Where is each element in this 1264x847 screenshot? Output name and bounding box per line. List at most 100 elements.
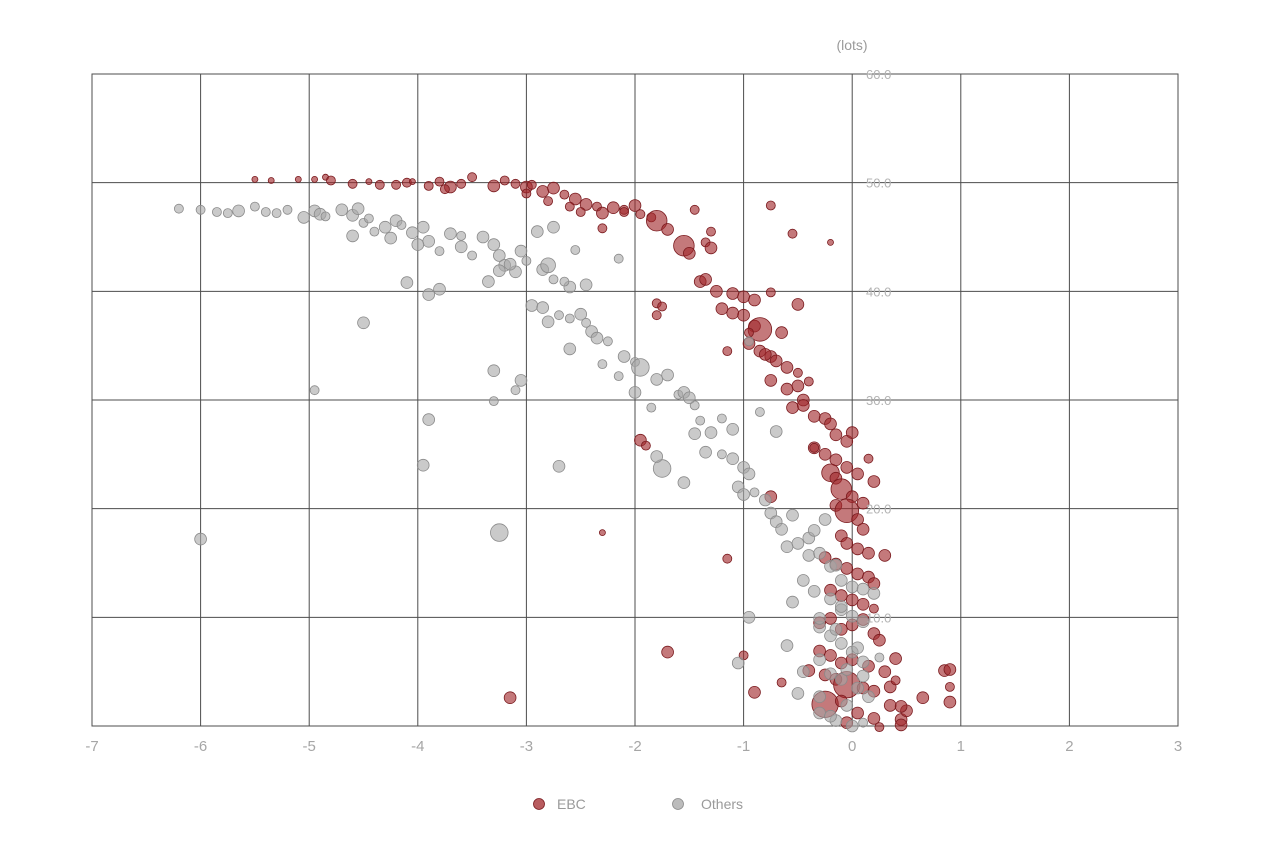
data-point[interactable] <box>467 172 478 183</box>
data-point[interactable] <box>869 603 879 614</box>
data-point[interactable] <box>851 706 864 720</box>
data-point[interactable] <box>851 567 864 581</box>
data-point[interactable] <box>476 230 490 244</box>
data-point[interactable] <box>271 208 282 219</box>
data-point[interactable] <box>845 609 859 623</box>
data-point[interactable] <box>547 220 560 234</box>
data-point[interactable] <box>796 574 810 587</box>
data-point[interactable] <box>803 376 814 387</box>
data-point[interactable] <box>661 223 674 236</box>
data-point[interactable] <box>776 677 787 688</box>
data-point[interactable] <box>862 690 875 703</box>
data-point[interactable] <box>195 204 206 215</box>
data-point[interactable] <box>503 691 517 704</box>
data-point[interactable] <box>769 425 783 438</box>
data-point[interactable] <box>467 250 478 261</box>
data-point[interactable] <box>688 427 701 441</box>
data-point[interactable] <box>661 645 674 659</box>
data-point[interactable] <box>726 306 739 320</box>
data-point[interactable] <box>791 298 805 311</box>
data-point[interactable] <box>369 226 380 237</box>
data-point[interactable] <box>856 615 870 628</box>
data-point[interactable] <box>786 595 799 609</box>
data-point[interactable] <box>536 185 549 198</box>
data-point[interactable] <box>297 211 311 224</box>
data-point[interactable] <box>503 257 517 271</box>
data-point[interactable] <box>570 245 581 255</box>
data-point[interactable] <box>780 382 794 396</box>
data-point[interactable] <box>552 459 566 473</box>
data-point[interactable] <box>510 178 521 189</box>
data-point[interactable] <box>536 301 549 314</box>
data-point[interactable] <box>796 399 810 412</box>
data-point[interactable] <box>813 690 826 703</box>
data-point[interactable] <box>834 589 848 602</box>
data-point[interactable] <box>769 354 783 368</box>
data-point[interactable] <box>731 656 745 670</box>
data-point[interactable] <box>827 238 834 246</box>
data-point[interactable] <box>540 257 556 274</box>
data-point[interactable] <box>631 358 650 377</box>
data-point[interactable] <box>396 220 407 230</box>
data-point[interactable] <box>715 302 729 316</box>
data-point[interactable] <box>780 540 794 553</box>
data-point[interactable] <box>802 549 816 562</box>
data-point[interactable] <box>704 426 718 439</box>
data-point[interactable] <box>525 299 539 312</box>
data-point[interactable] <box>726 452 739 466</box>
data-point[interactable] <box>456 230 467 241</box>
data-point[interactable] <box>492 249 506 262</box>
data-point[interactable] <box>883 699 897 712</box>
data-point[interactable] <box>824 709 837 723</box>
data-point[interactable] <box>824 592 837 606</box>
data-point[interactable] <box>717 449 727 460</box>
data-point[interactable] <box>813 546 826 560</box>
data-point[interactable] <box>737 290 750 304</box>
data-point[interactable] <box>840 699 854 712</box>
data-point[interactable] <box>813 653 826 666</box>
data-point[interactable] <box>422 288 436 301</box>
data-point[interactable] <box>809 442 820 453</box>
data-point[interactable] <box>764 374 778 387</box>
data-point[interactable] <box>433 282 446 296</box>
data-point[interactable] <box>704 241 718 255</box>
data-point[interactable] <box>890 675 901 686</box>
data-point[interactable] <box>775 522 788 536</box>
data-point[interactable] <box>851 641 864 655</box>
data-point[interactable] <box>617 350 631 363</box>
data-point[interactable] <box>661 368 674 382</box>
data-point[interactable] <box>689 204 700 215</box>
data-point[interactable] <box>646 402 657 413</box>
data-point[interactable] <box>490 523 509 542</box>
data-point[interactable] <box>867 475 881 488</box>
data-point[interactable] <box>581 317 591 328</box>
data-point[interactable] <box>834 637 848 650</box>
data-point[interactable] <box>351 202 365 216</box>
data-point[interactable] <box>845 593 859 607</box>
data-point[interactable] <box>411 238 425 251</box>
data-point[interactable] <box>606 201 620 215</box>
data-point[interactable] <box>596 206 609 220</box>
data-point[interactable] <box>748 293 761 307</box>
data-point[interactable] <box>554 310 564 321</box>
data-point[interactable] <box>916 691 930 704</box>
data-point[interactable] <box>249 201 260 212</box>
data-point[interactable] <box>499 175 510 186</box>
data-point[interactable] <box>416 220 430 234</box>
data-point[interactable] <box>749 487 760 498</box>
data-point[interactable] <box>780 361 794 374</box>
data-point[interactable] <box>943 663 957 676</box>
data-point[interactable] <box>294 175 302 183</box>
data-point[interactable] <box>391 179 402 190</box>
data-point[interactable] <box>862 546 875 560</box>
data-point[interactable] <box>282 204 293 215</box>
data-point[interactable] <box>845 426 859 439</box>
data-point[interactable] <box>194 532 207 546</box>
data-point[interactable] <box>579 278 593 292</box>
data-point[interactable] <box>726 422 739 436</box>
data-point[interactable] <box>487 179 501 193</box>
data-point[interactable] <box>347 178 358 189</box>
data-point[interactable] <box>657 301 667 312</box>
data-point[interactable] <box>434 176 445 187</box>
data-point[interactable] <box>374 179 385 190</box>
